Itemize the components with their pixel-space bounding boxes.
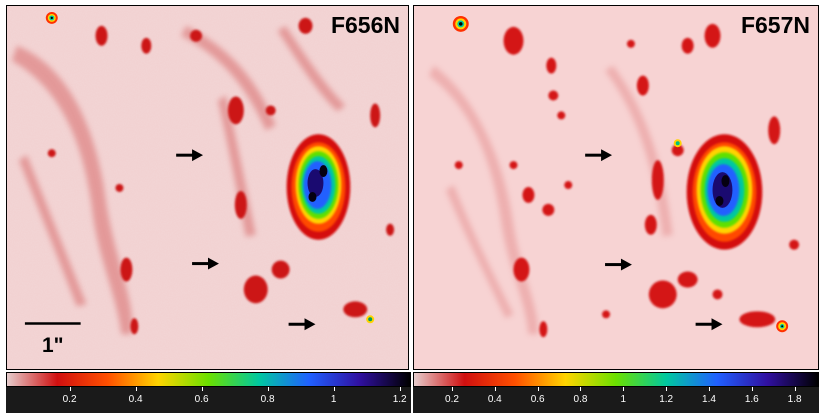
arrow-markers: [176, 149, 316, 331]
colorbar-tick-mark: [201, 387, 203, 391]
colorbar-tick-mark: [399, 387, 401, 391]
colorbar-tick-mark: [794, 387, 796, 391]
colorbar-tick-label: 0.6: [530, 394, 545, 405]
star-bottom-right: [366, 315, 375, 324]
colorbar-tick-label: 1: [620, 394, 627, 405]
colorbar-tick-mark: [135, 387, 137, 391]
f656n-image: 1": [7, 6, 408, 369]
colorbar-tick-label: 0.8: [573, 394, 588, 405]
scale-bar: [24, 322, 81, 325]
colorbar-tick-label: 1.4: [702, 394, 716, 405]
f657n-image: [414, 6, 818, 369]
central-nebula: [686, 134, 763, 250]
colorbar-tick-mark: [333, 387, 335, 391]
filter-label: F656N: [330, 12, 400, 38]
arrow-icon: [192, 257, 219, 270]
star-top-left: [45, 11, 58, 24]
arrow-icon: [585, 149, 613, 162]
colorbar-tick-label: 1.8: [787, 394, 802, 405]
colorbar-tick-label: 1.6: [744, 394, 759, 405]
colorbar-tick-label: 0.8: [260, 394, 275, 405]
colorbar-ticks-f656n: 0.2 0.4 0.6 0.8 1 1.2: [6, 387, 411, 413]
emission-knots: [47, 17, 395, 335]
colorbar-f656n: [6, 372, 411, 387]
colorbar-tick-label: 0.6: [194, 394, 209, 405]
image-panel-f656n: 1" F656N: [6, 5, 409, 370]
arrow-icon: [288, 318, 316, 331]
diffuse-filaments: [428, 65, 673, 335]
image-panel-f657n: F657N: [413, 5, 819, 370]
arrow-icon: [605, 258, 632, 271]
colorbar-f657n: [413, 372, 819, 387]
colorbar-tick-label: 0.2: [62, 394, 77, 405]
colorbar-tick-mark: [751, 387, 753, 391]
arrow-icon: [176, 149, 204, 162]
diffuse-filaments: [11, 25, 346, 335]
colorbar-tick-mark: [451, 387, 453, 391]
colorbar-tick-label: 1: [330, 394, 337, 405]
colorbar-tick-mark: [708, 387, 710, 391]
emission-knots: [454, 23, 800, 338]
scale-bar-label: 1": [42, 334, 64, 357]
colorbar-tick-mark: [580, 387, 582, 391]
arrow-markers: [585, 149, 723, 331]
colorbar-tick-mark: [623, 387, 625, 391]
colorbar-tick-mark: [267, 387, 269, 391]
star-bottom-right: [776, 320, 789, 333]
star-small-knot: [673, 139, 682, 148]
colorbar-tick-mark: [494, 387, 496, 391]
colorbar-tick-mark: [666, 387, 668, 391]
colorbar-tick-mark: [537, 387, 539, 391]
colorbar-tick-label: 0.4: [487, 394, 502, 405]
colorbar-tick-label: 1.2: [392, 394, 407, 405]
colorbar-tick-label: 0.2: [445, 394, 459, 405]
colorbar-ticks-f657n: 0.2 0.4 0.6 0.8 1 1.2 1.4 1.6 1.8: [413, 387, 819, 413]
colorbar-tick-label: 0.4: [128, 394, 143, 405]
filter-label: F657N: [740, 12, 810, 38]
star-top-left: [452, 15, 469, 32]
colorbar-tick-label: 1.2: [659, 394, 674, 405]
central-nebula: [286, 134, 351, 240]
colorbar-tick-mark: [69, 387, 71, 391]
arrow-icon: [695, 318, 723, 331]
